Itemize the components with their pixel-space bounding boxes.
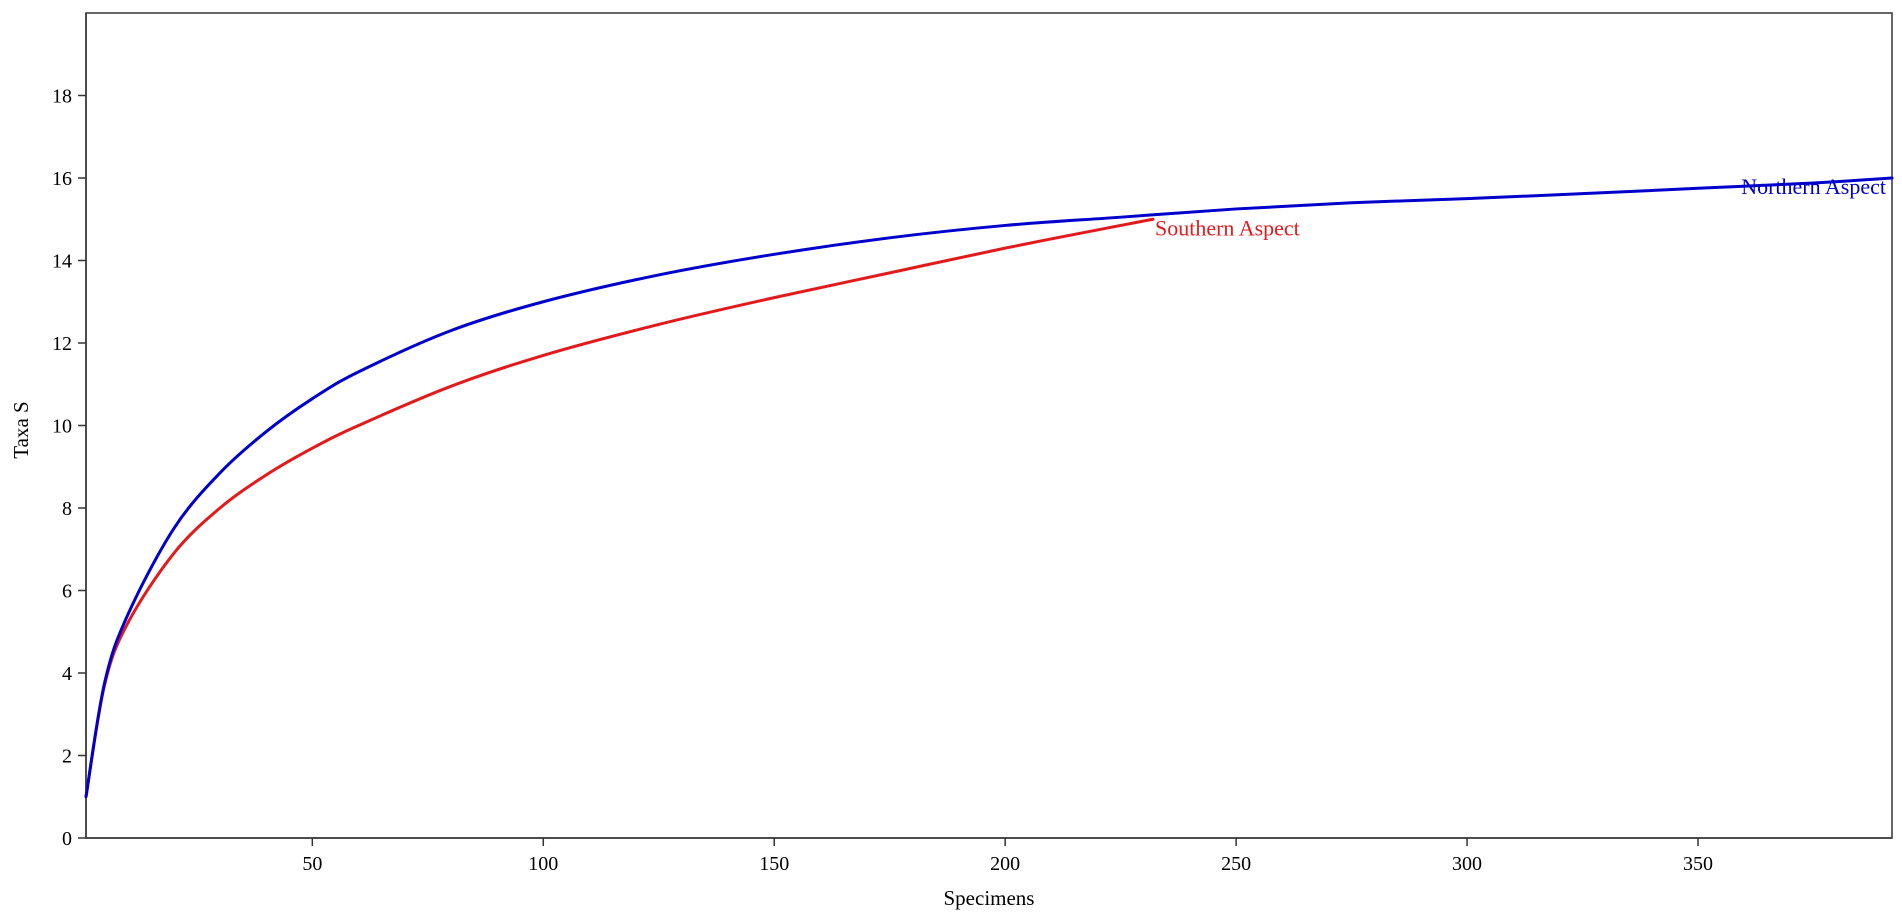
y-tick-label: 12: [52, 333, 72, 355]
series-labels: Southern Aspect Northern Aspect: [1155, 174, 1886, 240]
x-axis-title: Specimens: [944, 886, 1035, 910]
y-tick-label: 8: [62, 498, 72, 520]
x-tick-label: 100: [528, 853, 558, 875]
series-label-northern-aspect: Northern Aspect: [1741, 174, 1886, 199]
y-tick-label: 4: [62, 663, 72, 685]
y-tick-label: 16: [52, 168, 72, 190]
x-axis-ticks: 50 100 150 200 250 300 350: [302, 838, 1713, 875]
series-line-southern-aspect: [84, 217, 1155, 799]
x-tick-label: 150: [759, 853, 789, 875]
y-tick-label: 18: [52, 86, 72, 108]
series-line-northern-aspect: [84, 176, 1894, 799]
x-tick-label: 50: [302, 853, 322, 875]
x-tick-label: 350: [1683, 853, 1713, 875]
x-tick-label: 200: [990, 853, 1020, 875]
y-tick-label: 0: [62, 828, 72, 850]
y-axis-title: Taxa S: [9, 401, 33, 458]
x-tick-label: 300: [1452, 853, 1482, 875]
y-tick-label: 6: [62, 581, 72, 603]
y-axis-ticks: 0 2 4 6 8 10 12 14 16 18: [52, 86, 86, 850]
series-lines: [84, 176, 1894, 799]
y-tick-label: 10: [52, 416, 72, 438]
y-tick-label: 14: [52, 251, 72, 273]
series-label-southern-aspect: Southern Aspect: [1155, 215, 1300, 240]
y-tick-label: 2: [62, 746, 72, 768]
x-tick-label: 250: [1221, 853, 1251, 875]
